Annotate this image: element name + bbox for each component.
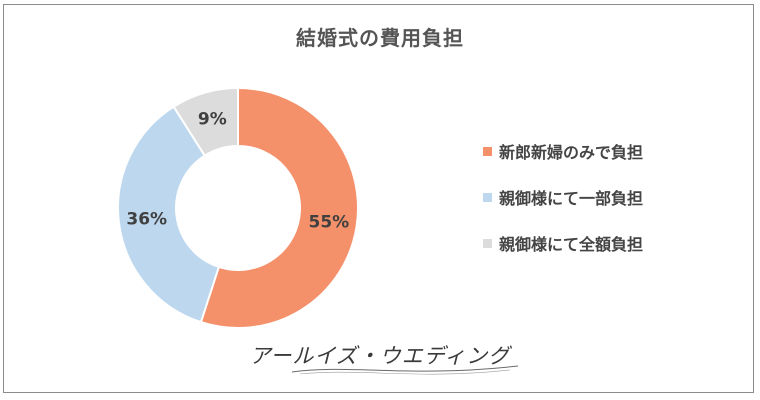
legend-item-2: 親御様にて全額負担 (483, 232, 643, 254)
donut-slice-0 (199, 86, 359, 329)
legend-label-1: 親御様にて一部負担 (499, 189, 644, 208)
chart-title: 結婚式の費用負担 (296, 26, 464, 50)
legend-swatch-0 (483, 146, 492, 156)
legend-label-0: 新郎新婦のみで負担 (499, 143, 644, 162)
legend-swatch-2 (483, 238, 492, 248)
legend-swatch-1 (483, 192, 492, 202)
legend-label-2: 親御様にて全額負担 (499, 235, 644, 254)
slice-data-label-0: 55% (309, 212, 350, 232)
brand-logo-text: アールイズ・ウエディング (249, 344, 511, 368)
slice-data-label-2: 9% (198, 110, 227, 130)
donut-slice-1 (117, 105, 221, 324)
chart-legend: 新郎新婦のみで負担 親御様にて一部負担 親御様にて全額負担 (483, 140, 643, 278)
brand-swash-decoration (291, 365, 519, 375)
donut-slice-2 (172, 86, 239, 158)
slice-data-label-1: 36% (126, 210, 167, 230)
legend-item-0: 新郎新婦のみで負担 (483, 140, 643, 162)
legend-item-1: 親御様にて一部負担 (483, 186, 643, 208)
